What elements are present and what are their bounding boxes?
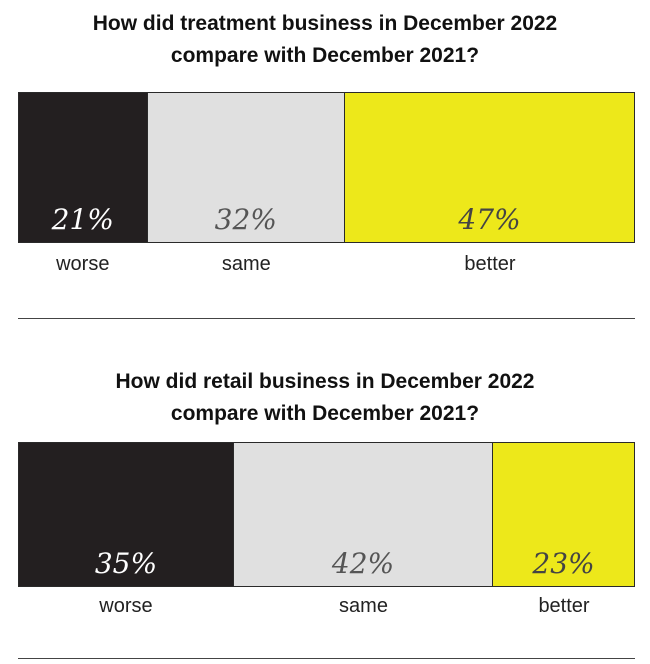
treatment-segment-worse: 21% — [18, 92, 148, 243]
treatment-segment-better: 47% — [345, 92, 635, 243]
treatment-legend-labels: worse same better — [18, 252, 635, 276]
retail-chart-title: How did retail business in December 2022… — [0, 366, 650, 430]
retail-bar: 35% 42% 23% — [18, 442, 635, 587]
retail-segment-worse: 35% — [18, 442, 234, 587]
treatment-category-label-worse: worse — [56, 253, 110, 275]
retail-value-label-better: 23% — [532, 547, 595, 580]
treatment-chart-title-line-2: compare with December 2021? — [170, 44, 480, 67]
retail-chart-title-line-1: How did retail business in December 2022 — [115, 370, 535, 393]
retail-category-label-better: better — [538, 595, 590, 617]
treatment-chart-title-line-1: How did treatment business in December 2… — [92, 12, 558, 35]
treatment-value-label-worse: 21% — [51, 203, 114, 236]
treatment-chart-title: How did treatment business in December 2… — [0, 8, 650, 72]
treatment-segment-same: 32% — [147, 92, 345, 243]
treatment-bar: 21% 32% 47% — [18, 92, 635, 243]
retail-legend-labels: worse same better — [18, 594, 635, 618]
section-divider — [18, 318, 635, 319]
bottom-divider — [18, 658, 635, 659]
retail-category-label-worse: worse — [99, 595, 153, 617]
retail-category-label-same: same — [339, 595, 388, 617]
treatment-category-label-same: same — [221, 253, 271, 275]
retail-value-label-worse: 35% — [94, 547, 158, 580]
retail-segment-better: 23% — [493, 442, 635, 587]
retail-value-label-same: 42% — [331, 547, 395, 580]
retail-segment-same: 42% — [233, 442, 494, 587]
retail-chart-title-line-2: compare with December 2021? — [170, 402, 480, 425]
treatment-category-label-better: better — [464, 253, 516, 275]
treatment-value-label-better: 47% — [458, 203, 521, 236]
treatment-value-label-same: 32% — [214, 203, 277, 236]
